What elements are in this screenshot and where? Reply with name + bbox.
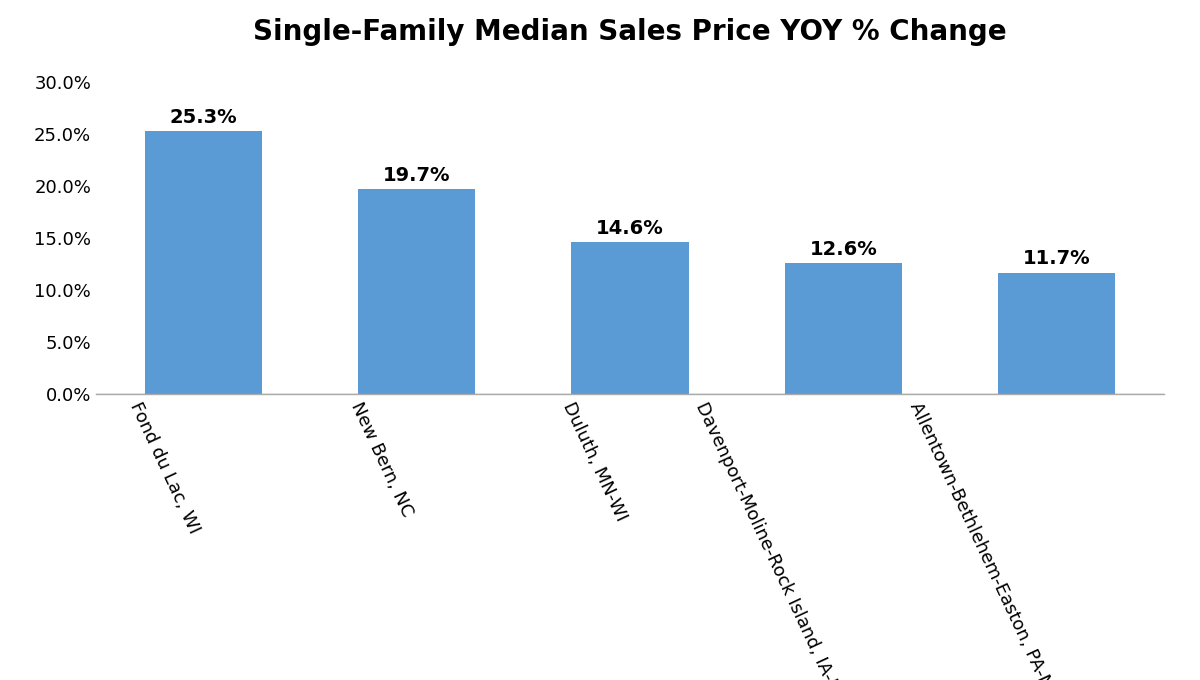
Text: 12.6%: 12.6% xyxy=(810,240,877,259)
Text: 19.7%: 19.7% xyxy=(383,166,450,185)
Bar xyxy=(358,189,475,394)
Text: 14.6%: 14.6% xyxy=(596,219,664,238)
Bar xyxy=(571,242,689,394)
Bar xyxy=(144,131,262,394)
Bar xyxy=(998,273,1116,394)
Title: Single-Family Median Sales Price YOY % Change: Single-Family Median Sales Price YOY % C… xyxy=(253,18,1007,46)
Text: 25.3%: 25.3% xyxy=(169,108,238,126)
Bar xyxy=(785,263,902,394)
Text: 11.7%: 11.7% xyxy=(1022,250,1091,269)
